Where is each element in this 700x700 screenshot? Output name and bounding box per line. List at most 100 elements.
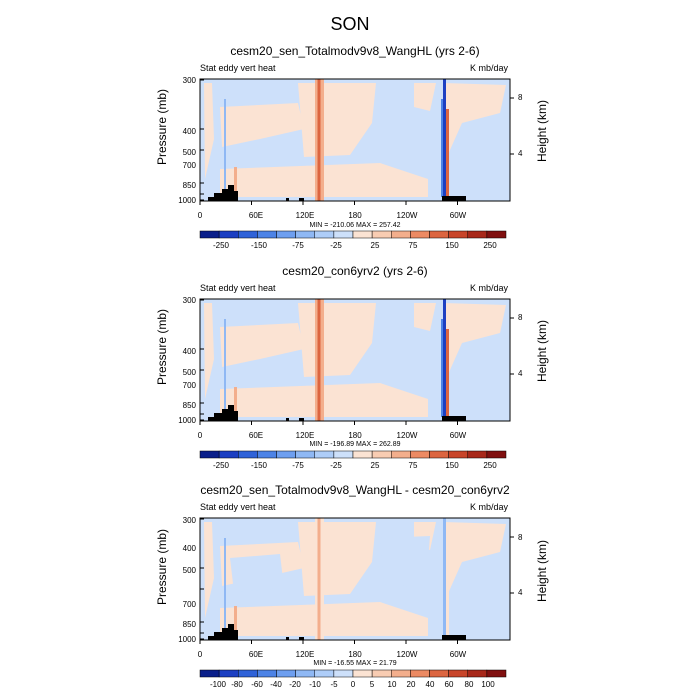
panel-2-negative-streak <box>224 319 226 415</box>
panel-1-topography <box>442 196 466 201</box>
panel-3-cb-label: -20 <box>289 680 301 689</box>
panel-3-negative-region <box>230 554 284 592</box>
panel-3-colorbar-swatch <box>333 669 354 678</box>
panel-1-cb-label: -150 <box>250 241 267 250</box>
panel-3-colorbar-swatch <box>352 669 373 678</box>
panel-2-colorbar-swatch <box>371 450 392 459</box>
panel-3-cb-label: -100 <box>209 680 226 689</box>
panel-1-colorbar-swatch <box>199 230 220 239</box>
panel-3-positive-region <box>204 522 214 618</box>
panel-3-topography <box>442 635 466 640</box>
panel-2-xtick-60W: 60W <box>449 431 467 440</box>
panel-3-cb-label: 100 <box>481 680 495 689</box>
panel-3-cb-label: 20 <box>406 680 416 689</box>
panel-1-cb-label: 25 <box>370 241 380 250</box>
panel-3-cb-label: 0 <box>350 680 356 689</box>
panel-1-positive-region <box>414 83 436 111</box>
panel-1-positive-plume <box>446 109 449 197</box>
panel-2-ytick-1000: 1000 <box>178 416 196 425</box>
panel-3-cb-label: -60 <box>251 680 263 689</box>
panel-3-ytick-1000: 1000 <box>178 635 196 644</box>
panel-2-title: cesm20_con6yrv2 (yrs 2-6) <box>282 264 428 278</box>
panel-3-colorbar-swatch <box>238 669 258 678</box>
panel-1-positive-streak <box>234 167 237 197</box>
panel-1-negative-streak <box>224 99 226 195</box>
panel-1-htick-8: 8 <box>518 93 523 102</box>
panel-2-positive-streak <box>234 387 237 417</box>
panel-2-colorbar-swatch <box>238 450 258 459</box>
panel-1-right-label: K mb/day <box>470 63 509 73</box>
panel-1-negative-plume-edge <box>441 99 443 197</box>
panel-3-cb-label: -80 <box>231 680 243 689</box>
panel-1-xtick-120W: 120W <box>396 211 418 220</box>
panel-1-topography <box>299 198 304 201</box>
panel-3-xtick-180: 180 <box>348 650 362 659</box>
panel-1-colorbar-swatch <box>467 230 488 239</box>
panel-1-xtick-180: 180 <box>348 211 362 220</box>
panel-3-topography <box>299 637 304 640</box>
panel-2-colorbar-swatch <box>429 450 449 459</box>
panel-2-positive-region <box>204 303 214 399</box>
panel-2-positive-plume <box>446 329 449 417</box>
panel-3-htick-4: 4 <box>518 588 523 597</box>
panel-1-xtick-60E: 60E <box>248 211 264 220</box>
panel-3-xtick-0: 0 <box>197 650 203 659</box>
panel-3-colorbar-swatch <box>218 669 239 678</box>
panel-2-ytick-850: 850 <box>182 401 196 410</box>
panel-2-htick-4: 4 <box>518 369 523 378</box>
panel-1-xtick-0: 0 <box>197 211 203 220</box>
panel-3-xtick-120E: 120E <box>295 650 315 659</box>
panel-1-ytick-700: 700 <box>182 161 196 170</box>
panel-1-colorbar-swatch <box>218 230 239 239</box>
panel-2-positive-region <box>444 303 506 379</box>
panel-2-cb-label: -25 <box>330 461 342 470</box>
panel-1-topography <box>286 198 289 201</box>
panel-2-colorbar-swatch <box>391 450 411 459</box>
panel-3-xtick-60E: 60E <box>248 650 264 659</box>
panel-1-colorbar-swatch <box>333 230 354 239</box>
panel-2-cb-label: -75 <box>292 461 304 470</box>
panel-3-xtick-120W: 120W <box>396 650 418 659</box>
panel-3-topography <box>286 637 289 640</box>
panel-1-ytick-850: 850 <box>182 181 196 190</box>
panel-3-colorbar-swatch <box>448 669 468 678</box>
panel-1-title: cesm20_sen_Totalmodv9v8_WangHL (yrs 2-6) <box>230 44 480 58</box>
panel-3-cb-label: -10 <box>309 680 321 689</box>
panel-3-minmax: MIN = -16.55 MAX = 21.79 <box>313 660 397 667</box>
panel-2-colorbar-swatch <box>218 450 239 459</box>
figure-title: SON <box>330 14 370 34</box>
panel-2-colorbar-swatch <box>257 450 277 459</box>
panel-1-minmax: MIN = -210.06 MAX = 257.42 <box>309 222 401 229</box>
panel-1-colorbar-swatch <box>352 230 373 239</box>
panel-1-positive-plume-core <box>317 79 321 201</box>
panel-3-ytick-700: 700 <box>182 600 196 609</box>
panel-3-cb-label: 60 <box>444 680 454 689</box>
panel-1-cb-label: 150 <box>445 241 459 250</box>
panel-1-negative-plume <box>443 79 446 197</box>
panel-1-xtick-120E: 120E <box>295 211 315 220</box>
panel-2-colorbar-swatch <box>486 450 507 459</box>
panel-2-minmax: MIN = -196.89 MAX = 262.89 <box>309 441 401 448</box>
panel-3-xtick-60W: 60W <box>449 650 467 659</box>
panel-2-xtick-120E: 120E <box>295 431 315 440</box>
panel-2-cb-label: -250 <box>212 461 229 470</box>
panel-1-colorbar-swatch <box>371 230 392 239</box>
panel-3-colorbar-swatch <box>391 669 411 678</box>
panel-1-cb-label: 75 <box>408 241 418 250</box>
panel-2-positive-region <box>414 303 436 331</box>
panel-1-colorbar-swatch <box>448 230 468 239</box>
panel-3-positive-region <box>444 522 506 598</box>
panel-1-colorbar-swatch <box>276 230 296 239</box>
panel-2-colorbar-swatch <box>352 450 373 459</box>
panel-2-negative-plume <box>443 299 446 417</box>
panel-3-htick-8: 8 <box>518 533 523 542</box>
panel-2-colorbar-swatch <box>276 450 296 459</box>
panel-2-cb-label: 75 <box>408 461 418 470</box>
panel-1-ytick-400: 400 <box>182 127 196 136</box>
panel-1-topography <box>208 185 238 201</box>
panel-1-ytick-1000: 1000 <box>178 196 196 205</box>
panel-1-positive-region <box>220 103 304 147</box>
panel-2-xtick-0: 0 <box>197 431 203 440</box>
panel-2-topography <box>208 405 238 421</box>
panel-1-cb-label: -250 <box>212 241 229 250</box>
